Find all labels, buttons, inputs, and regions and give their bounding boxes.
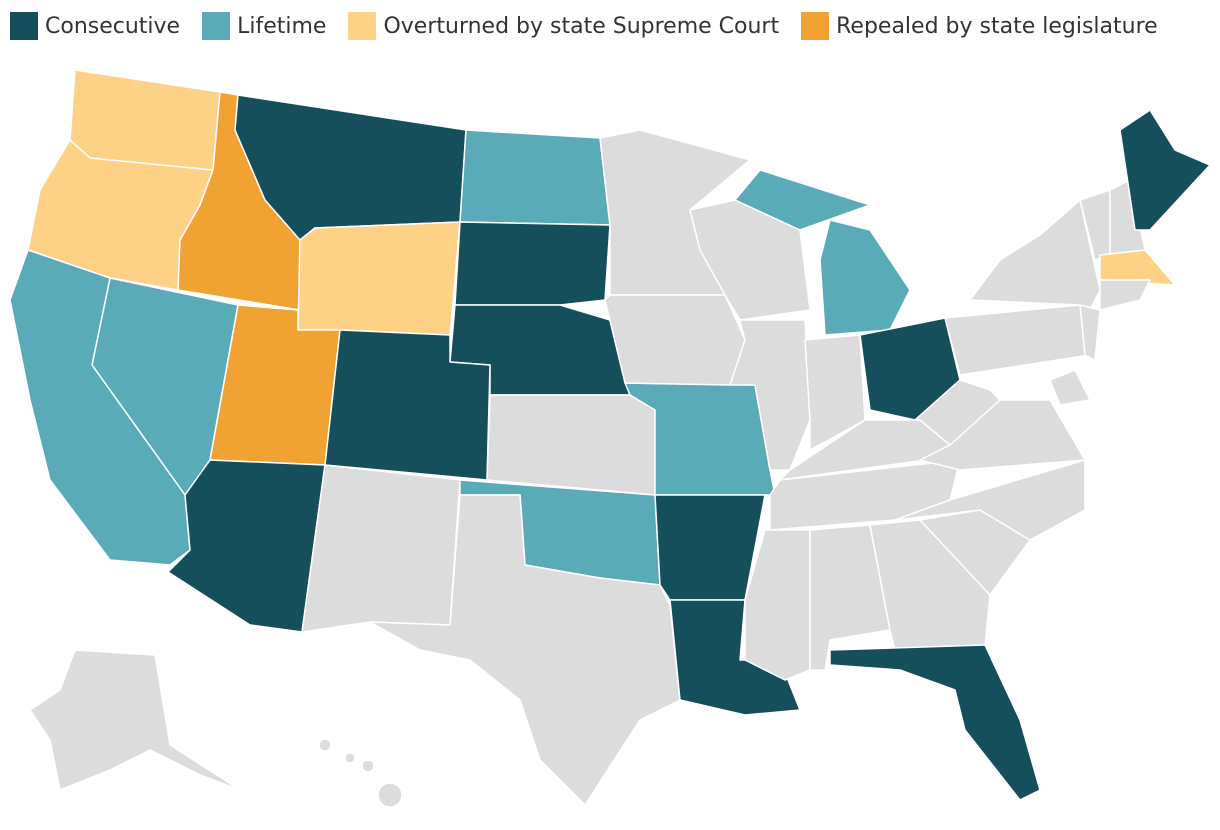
- state: [369, 494, 681, 806]
- state: [167, 459, 326, 633]
- state: [377, 782, 403, 808]
- state: [1049, 369, 1091, 406]
- state: [819, 219, 911, 336]
- state: [9, 249, 191, 566]
- state: [604, 294, 746, 386]
- legend-item: Lifetime: [202, 12, 326, 40]
- legend-label: Lifetime: [237, 13, 327, 39]
- legend-swatch: [10, 12, 38, 40]
- state: [318, 738, 332, 752]
- state: [829, 644, 1041, 801]
- state: [1119, 109, 1211, 231]
- state: [734, 169, 871, 231]
- state: [894, 459, 1086, 541]
- state: [486, 394, 656, 496]
- state: [301, 464, 461, 633]
- state: [1079, 304, 1101, 361]
- state: [29, 649, 241, 791]
- state: [297, 221, 461, 336]
- legend-item: Repealed by state legislature: [801, 12, 1158, 40]
- state: [969, 199, 1101, 311]
- state: [654, 494, 766, 601]
- state: [669, 599, 801, 716]
- state: [69, 69, 221, 171]
- state: [1099, 249, 1176, 286]
- legend: Consecutive Lifetime Overturned by state S…: [10, 12, 1158, 40]
- legend-swatch: [202, 12, 231, 40]
- state: [344, 752, 356, 764]
- state: [454, 221, 611, 306]
- state: [1099, 279, 1151, 311]
- state: [804, 334, 866, 451]
- state: [914, 379, 1001, 446]
- legend-label: Repealed by state legislature: [836, 13, 1158, 39]
- legend-swatch: [348, 12, 377, 40]
- state: [459, 129, 611, 226]
- legend-label: Consecutive: [45, 13, 181, 39]
- state: [944, 304, 1091, 376]
- legend-item: Overturned by state Supreme Court: [348, 12, 779, 40]
- legend-item: Consecutive: [10, 12, 180, 40]
- legend-swatch: [801, 12, 830, 40]
- state: [361, 759, 375, 773]
- legend-label: Overturned by state Supreme Court: [383, 13, 780, 39]
